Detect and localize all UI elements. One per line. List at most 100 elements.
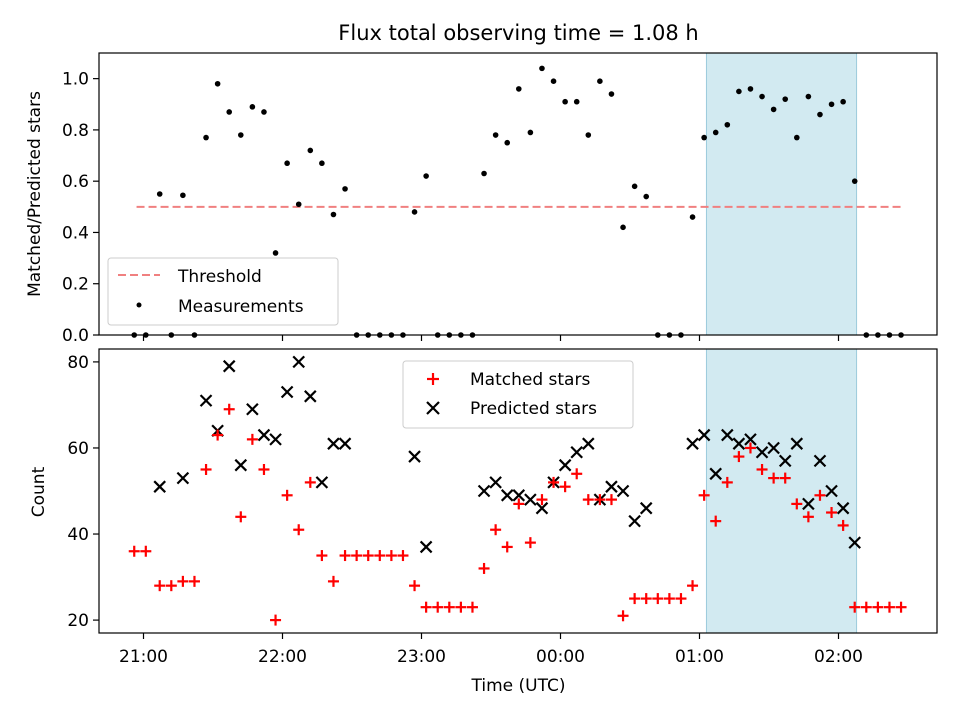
measurement-point (585, 132, 592, 138)
matched-star-marker (860, 601, 872, 613)
bottom-legend-box (402, 360, 634, 429)
predicted-marker-stroke (721, 428, 734, 442)
matched-star-marker (594, 494, 606, 506)
predicted-star-marker (605, 480, 618, 493)
measurement-point (156, 191, 163, 197)
y-tick-label: 1.0 (62, 70, 89, 90)
matched-star-marker (791, 498, 803, 510)
matched-star-marker (466, 601, 478, 613)
measurement-point (203, 134, 209, 141)
measurement-point (550, 78, 557, 84)
predicted-star-marker (570, 445, 583, 459)
measurement-point (782, 96, 789, 102)
top-plot-area (131, 65, 904, 338)
predicted-marker-stroke (848, 536, 861, 549)
predicted-star-marker (755, 445, 769, 459)
measurement-point (307, 147, 314, 154)
predicted-marker-stroke (802, 497, 815, 511)
top-y-axis-label: Matched/Predicted stars (25, 91, 45, 297)
legend-matched-stars: Matched stars (470, 370, 590, 390)
predicted-star-marker (802, 497, 815, 511)
predicted-marker-stroke (686, 437, 699, 450)
predicted-marker-stroke (605, 480, 618, 493)
predicted-marker-stroke (419, 540, 433, 554)
measurement-point (805, 93, 812, 100)
y-tick-label: 80 (67, 353, 89, 373)
matched-star-marker (478, 562, 490, 574)
x-tick-label: 00:00 (536, 647, 585, 667)
matched-star-marker (270, 614, 282, 626)
predicted-marker-stroke (755, 445, 769, 459)
bottom-y-axis: 20 40 60 80 (67, 353, 99, 631)
measurement-point (701, 134, 707, 141)
measurement-point (794, 134, 800, 141)
matched-star-marker (501, 541, 513, 553)
matched-star-marker (304, 476, 316, 488)
predicted-marker-stroke (825, 484, 838, 498)
predicted-star-marker (269, 433, 282, 446)
y-tick-label: 0.2 (62, 275, 89, 295)
predicted-star-marker (222, 359, 236, 373)
y-tick-label: 40 (67, 525, 89, 545)
matched-star-marker (524, 537, 536, 549)
matched-star-marker (733, 451, 745, 463)
measurement-point (284, 160, 290, 167)
predicted-marker-stroke (176, 471, 190, 485)
predicted-star-marker (721, 428, 734, 442)
matched-star-marker (802, 511, 814, 523)
predicted-marker-stroke (477, 484, 491, 498)
predicted-marker-stroke (524, 493, 537, 506)
predicted-star-marker (327, 437, 340, 450)
y-tick-label: 0.6 (62, 172, 89, 192)
matched-star-marker (721, 476, 733, 488)
measurement-point (759, 93, 765, 100)
measurement-point (747, 86, 754, 92)
top-legend: Threshold Measurements (107, 257, 339, 326)
predicted-marker-stroke (408, 450, 421, 463)
predicted-marker-stroke (836, 501, 850, 515)
predicted-star-marker (304, 390, 317, 403)
matched-star-marker (513, 498, 525, 510)
matched-star-marker (640, 593, 652, 605)
matched-star-marker (165, 580, 177, 592)
matched-star-marker (826, 507, 838, 519)
x-tick-label: 02:00 (814, 647, 863, 667)
measurement-point (817, 111, 823, 118)
predicted-star-marker (628, 514, 641, 528)
matched-star-marker (281, 489, 293, 501)
measurement-point (851, 178, 858, 184)
predicted-star-marker (408, 450, 421, 463)
matched-star-marker (235, 511, 247, 523)
predicted-marker-stroke (616, 484, 630, 498)
matched-star-marker (316, 550, 328, 562)
predicted-marker-stroke (304, 390, 317, 403)
predicted-marker-stroke (257, 428, 271, 442)
measurement-point (539, 65, 545, 72)
predicted-star-marker (825, 484, 838, 498)
predicted-marker-stroke (292, 355, 305, 369)
matched-star-marker (698, 489, 710, 501)
matched-star-marker (582, 494, 594, 506)
matched-star-marker (687, 580, 699, 592)
matched-star-marker (188, 575, 200, 587)
predicted-star-marker (616, 484, 630, 498)
predicted-star-marker (477, 484, 491, 498)
matched-star-marker (629, 593, 641, 605)
bottom-shaded-interval (705, 348, 858, 634)
measurement-point (504, 139, 511, 146)
matched-star-marker (490, 524, 502, 536)
predicted-marker-stroke (280, 385, 294, 399)
x-tick-label: 21:00 (119, 647, 168, 667)
measurement-point (295, 201, 302, 208)
bottom-axes-frame (98, 348, 938, 634)
matched-star-marker (675, 593, 687, 605)
predicted-star-marker (639, 501, 653, 515)
matched-star-marker (409, 580, 421, 592)
predicted-star-marker (176, 471, 190, 485)
predicted-marker-stroke (582, 437, 595, 450)
bottom-legend: Matched stars Predicted stars (402, 360, 634, 429)
measurement-point (770, 106, 777, 113)
predicted-star-marker (836, 501, 850, 515)
predicted-star-marker (257, 428, 271, 442)
